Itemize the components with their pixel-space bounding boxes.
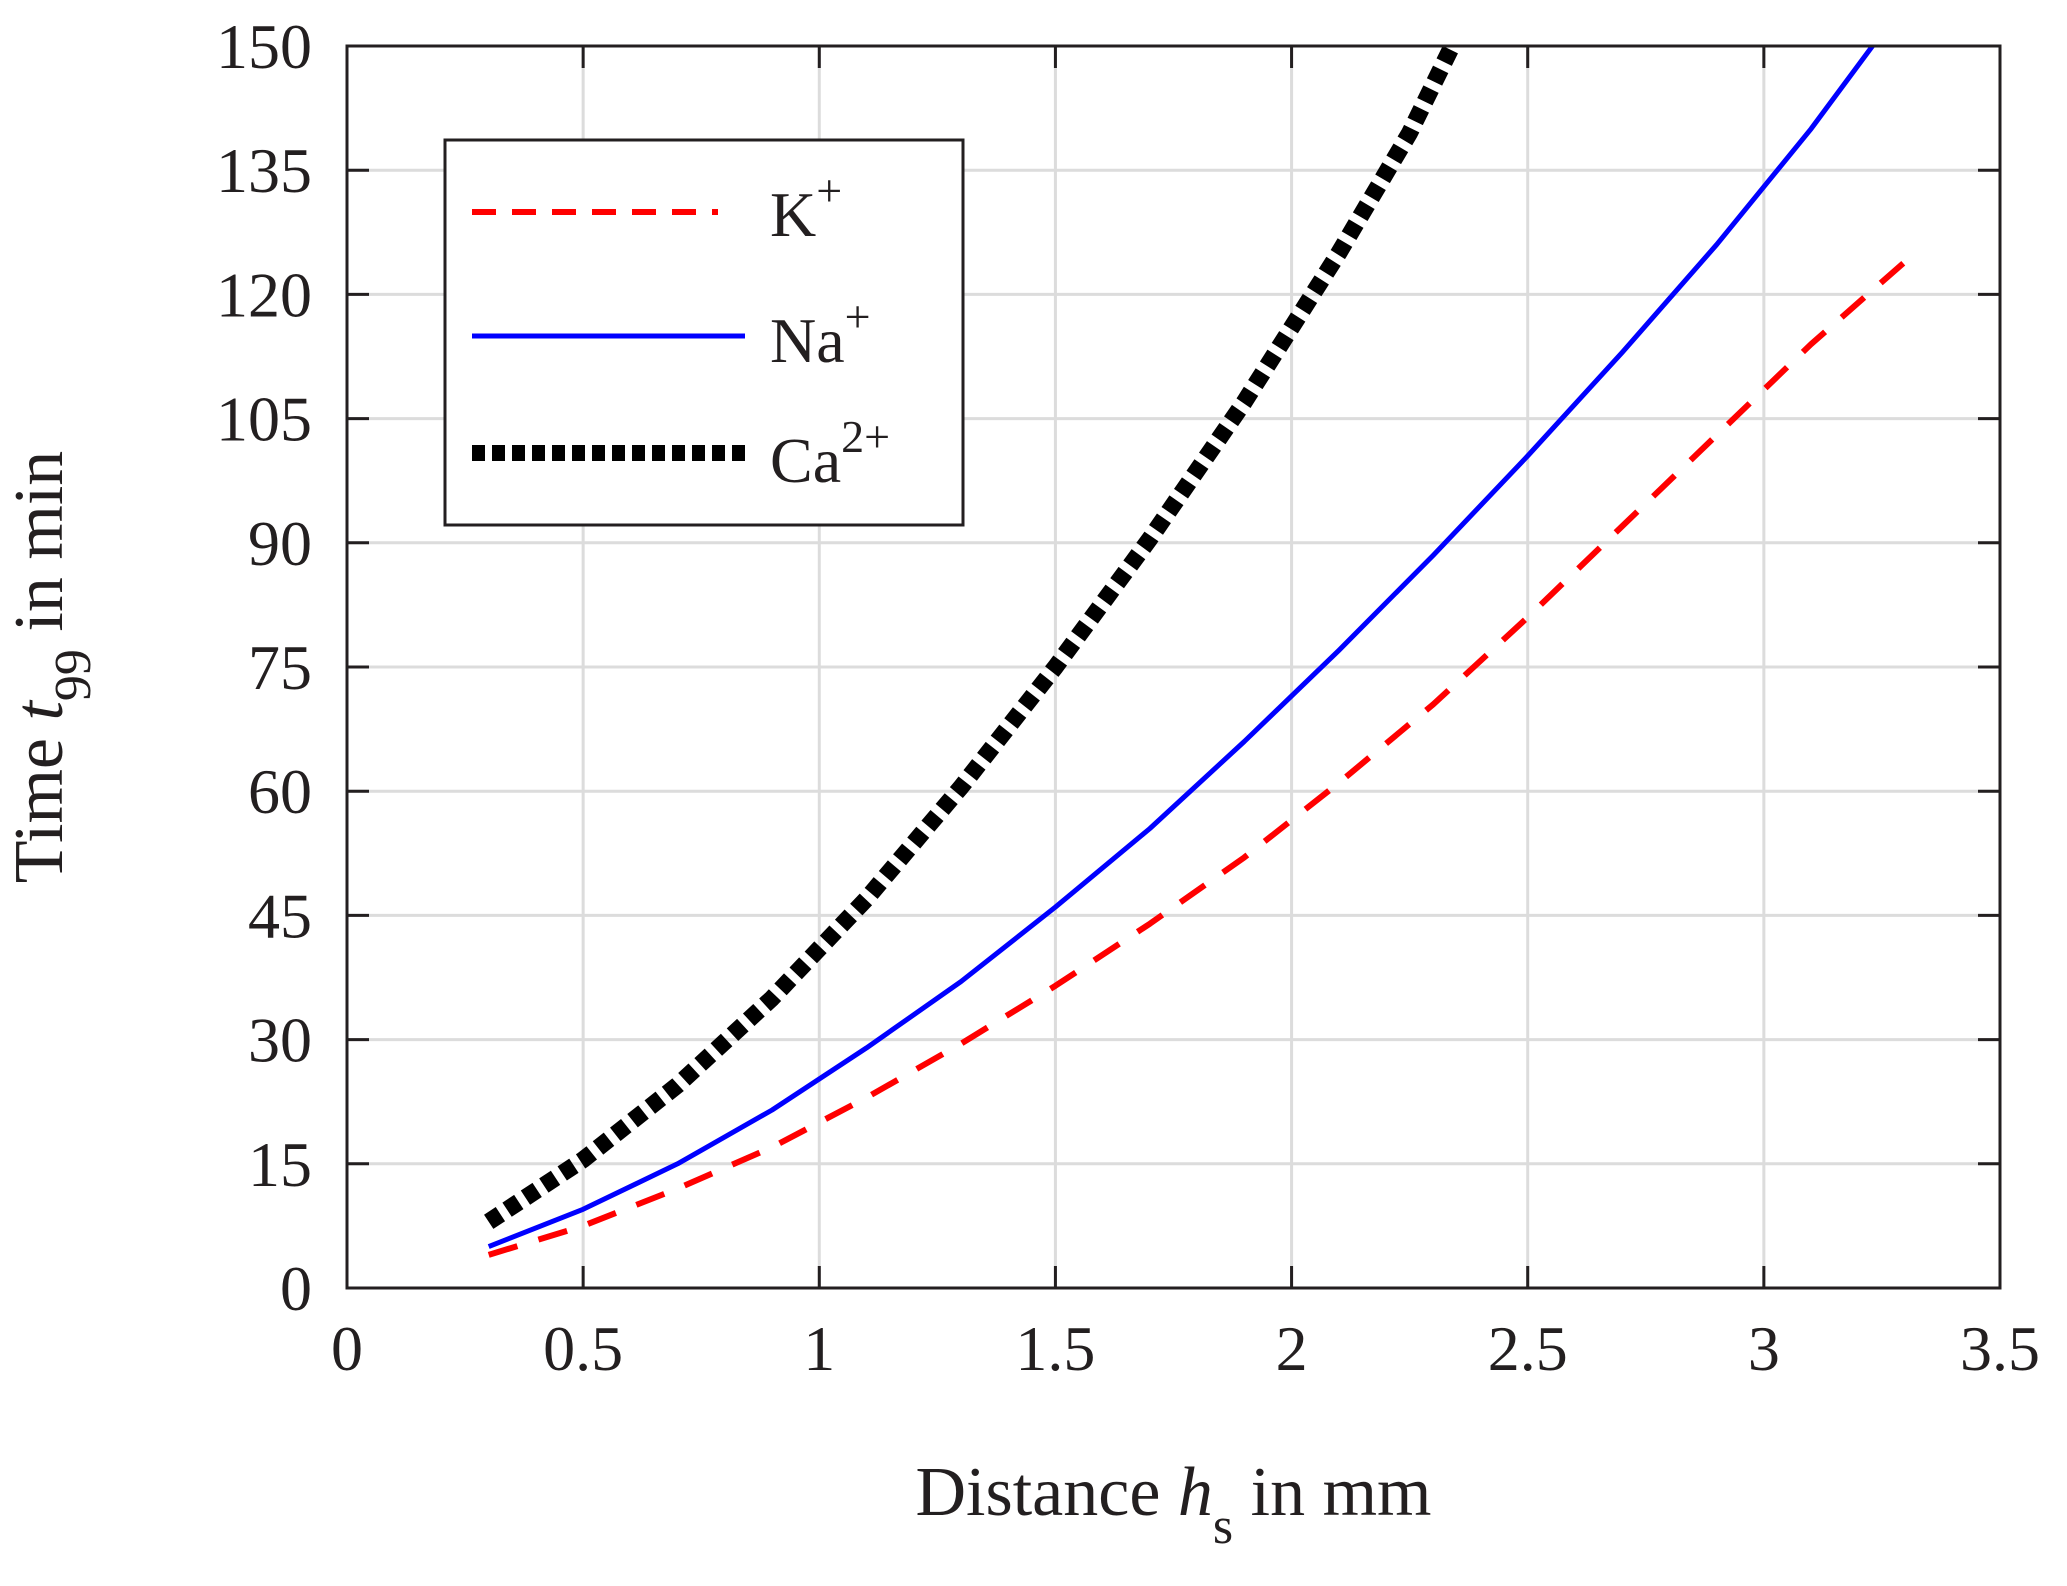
x-tick-label: 0 — [331, 1313, 363, 1384]
y-tick-label: 105 — [216, 384, 312, 455]
legend-label-ca-charge: 2+ — [841, 411, 890, 462]
y-tick-label: 150 — [216, 11, 312, 82]
x-axis-title-subscript: s — [1213, 1498, 1233, 1555]
legend-label-k-name: K — [770, 179, 816, 250]
tick-labels: 0 0.5 1 1.5 2 2.5 3 3.5 0 15 30 45 60 75 90 105 120 135 15… — [216, 11, 2040, 1384]
y-tick-label: 90 — [248, 508, 312, 579]
legend-box — [443, 138, 965, 527]
ticks — [345, 44, 2002, 1290]
y-tick-label: 45 — [248, 880, 312, 951]
y-tick-label: 120 — [216, 259, 312, 330]
x-axis-title: Distance hs in mm — [915, 1454, 1431, 1555]
y-axis-title-symbol: t — [1, 700, 78, 721]
legend: K+ Na+ Ca2+ — [443, 138, 965, 527]
x-tick-label: 2.5 — [1488, 1313, 1568, 1384]
y-tick-label: 15 — [248, 1129, 312, 1200]
x-tick-label: 0.5 — [543, 1313, 623, 1384]
x-axis-title-prefix: Distance — [915, 1454, 1177, 1531]
legend-label-k: K+ — [770, 165, 842, 250]
legend-label-ca-name: Ca — [770, 425, 841, 496]
x-tick-label: 3 — [1748, 1313, 1780, 1384]
x-tick-label: 2 — [1276, 1313, 1308, 1384]
y-axis-title-prefix: Time — [1, 721, 78, 884]
y-axis-title-subscript: 99 — [45, 649, 102, 701]
x-axis-title-symbol: h — [1178, 1454, 1213, 1531]
x-axis-title-suffix: in mm — [1233, 1454, 1431, 1531]
y-tick-label: 0 — [280, 1253, 312, 1324]
y-tick-label: 30 — [248, 1005, 312, 1076]
legend-label-na-name: Na — [770, 305, 845, 376]
x-tick-label: 1 — [803, 1313, 835, 1384]
series-line-ca — [484, 42, 1460, 1229]
legend-label-na-charge: + — [845, 291, 871, 342]
series-line-k — [487, 259, 1908, 1258]
series-line-na — [487, 44, 1875, 1249]
y-axis-title-suffix: in min — [1, 451, 78, 649]
y-tick-label: 75 — [248, 632, 312, 703]
y-axis-title: Time t99 in min — [1, 451, 102, 884]
y-tick-label: 60 — [248, 756, 312, 827]
series-group — [484, 42, 1908, 1258]
y-tick-label: 135 — [216, 135, 312, 206]
x-tick-label: 3.5 — [1960, 1313, 2040, 1384]
legend-label-k-charge: + — [816, 165, 842, 216]
grid — [347, 46, 2000, 1288]
x-tick-label: 1.5 — [1015, 1313, 1095, 1384]
legend-label-ca: Ca2+ — [770, 411, 890, 496]
legend-label-na: Na+ — [770, 291, 871, 376]
